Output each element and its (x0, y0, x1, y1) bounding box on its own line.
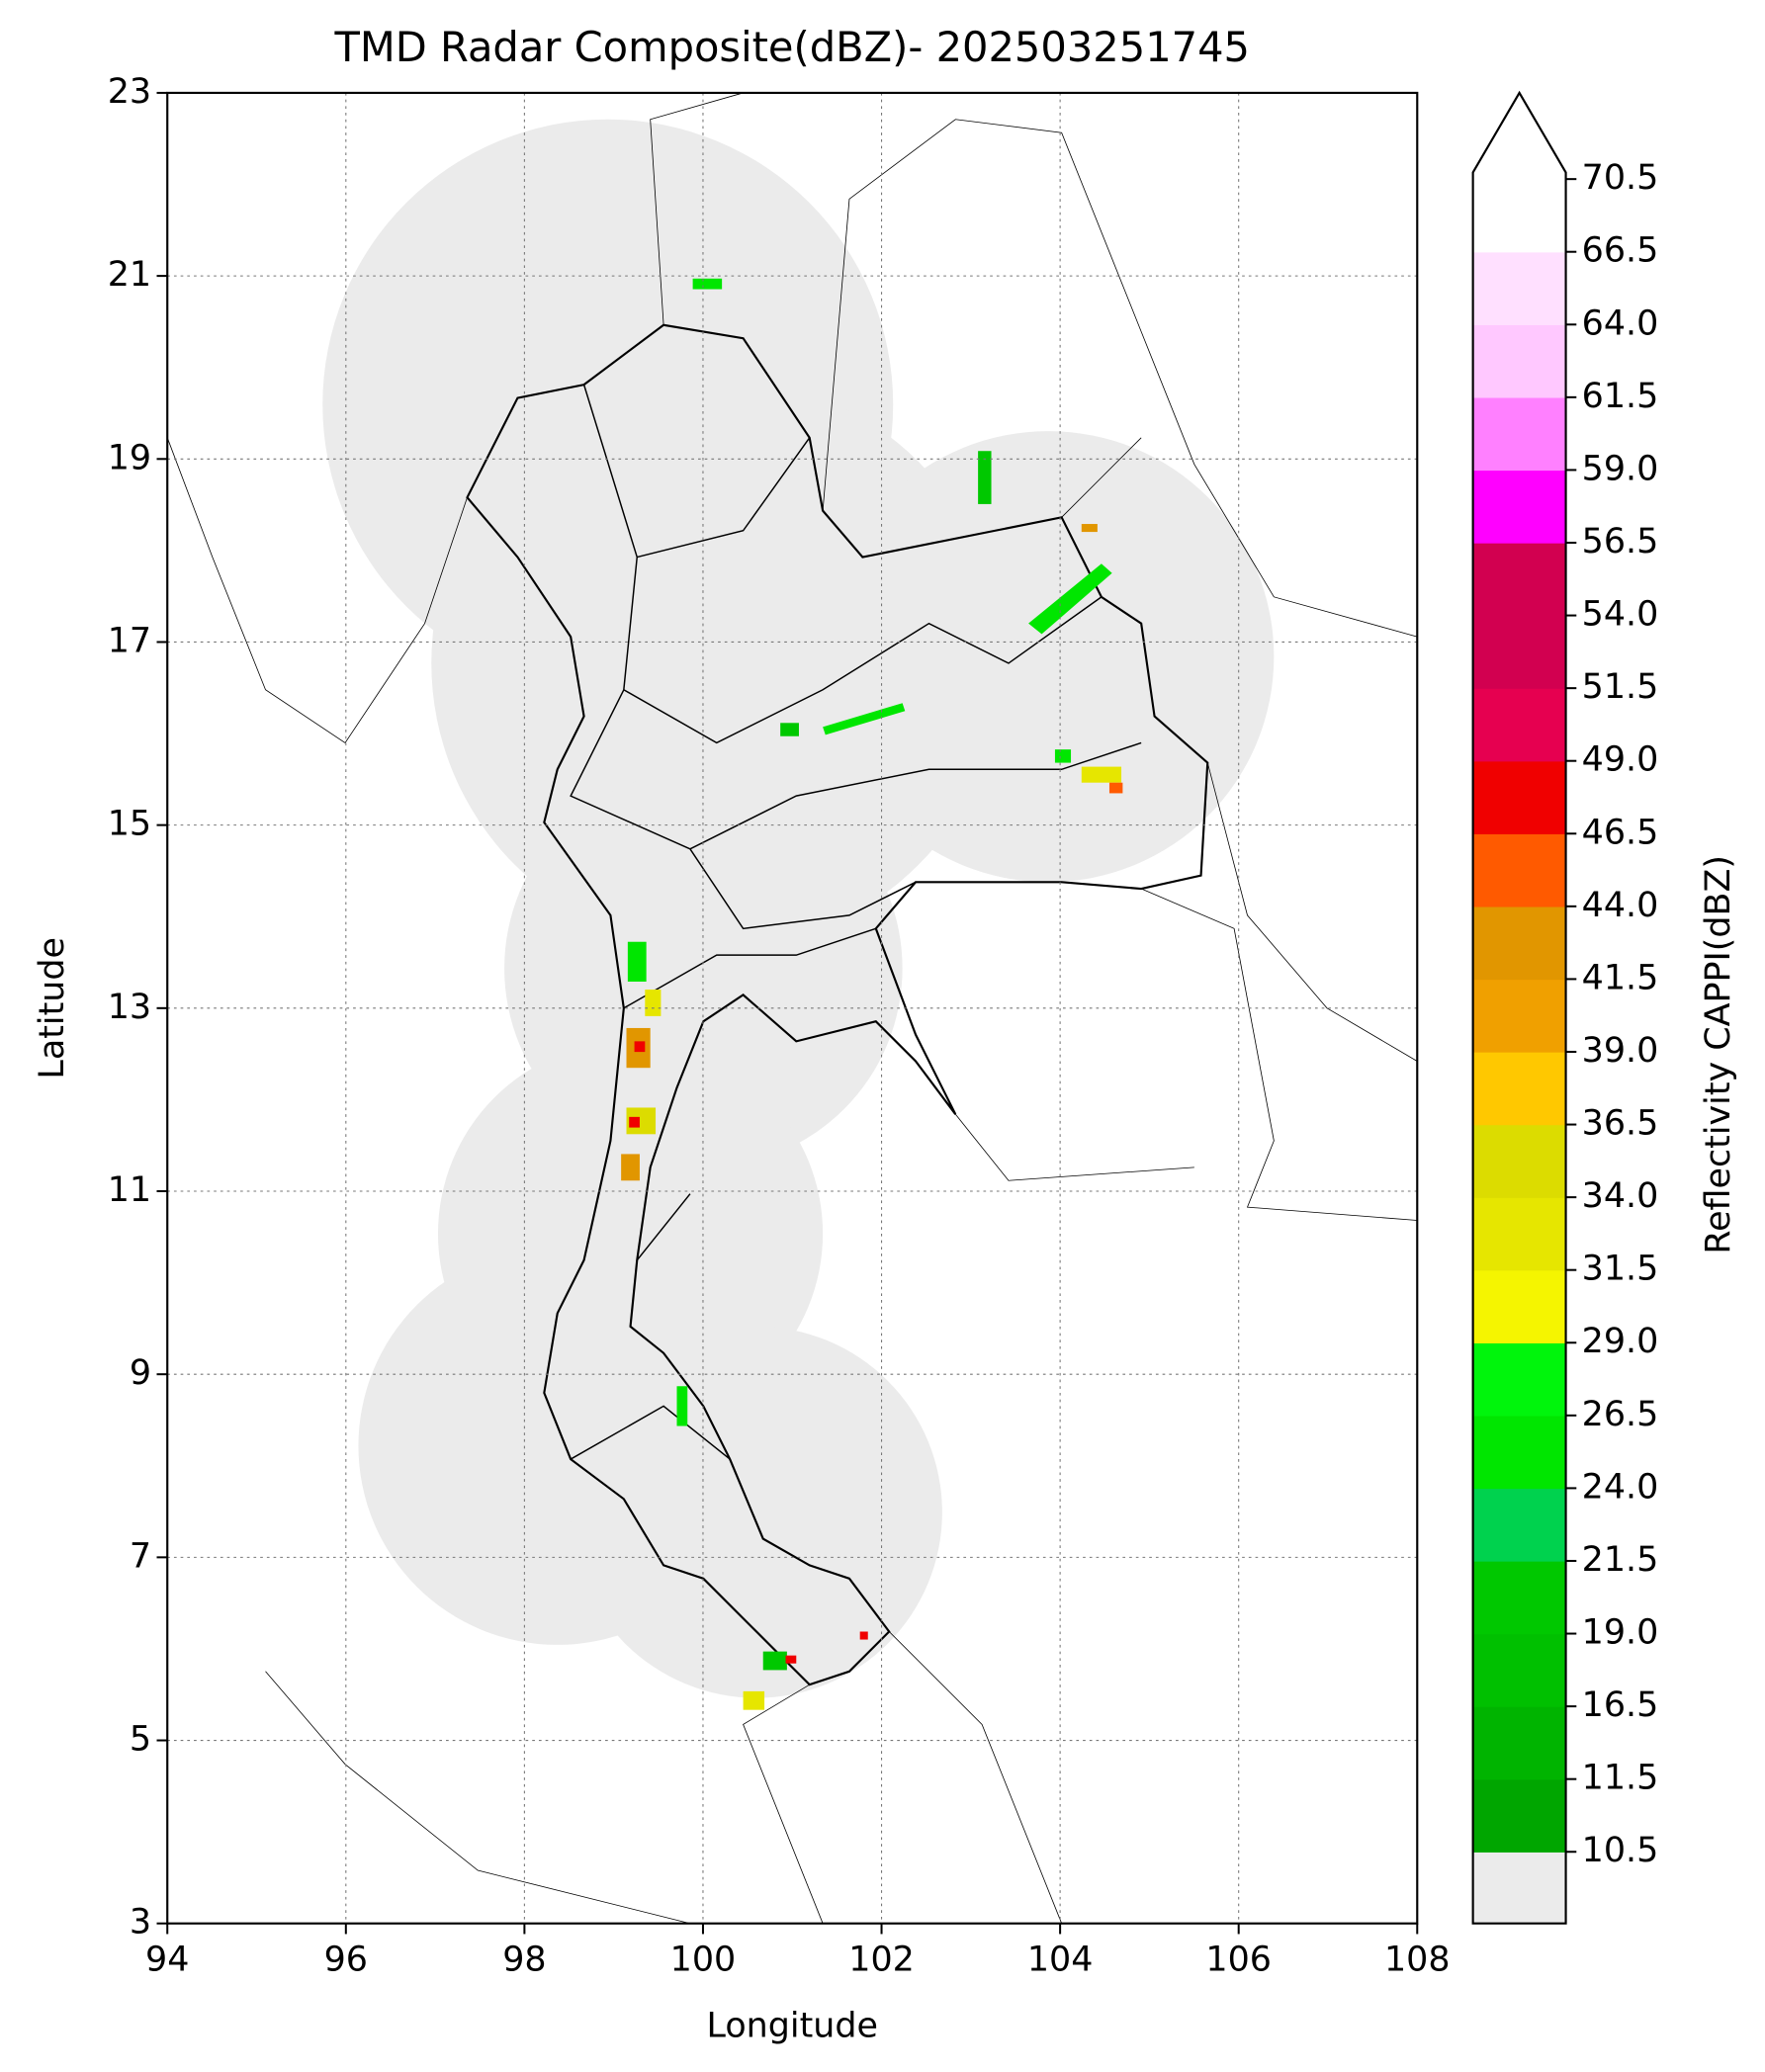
colorbar-tick-label: 54.0 (1582, 595, 1659, 635)
y-tick-label: 23 (108, 72, 151, 112)
y-tick-label: 15 (108, 805, 151, 844)
colorbar-tick-label: 31.5 (1582, 1250, 1659, 1289)
colorbar-frame (1471, 90, 1567, 1925)
colorbar-segment (1472, 1197, 1566, 1271)
colorbar-tick-label: 56.5 (1582, 522, 1659, 561)
colorbar-segment (1472, 396, 1566, 472)
colorbar-segment (1472, 906, 1566, 981)
colorbar-tick-label: 49.0 (1582, 740, 1659, 780)
colorbar-segment (1472, 1560, 1566, 1635)
colorbar-segment (1472, 1415, 1566, 1490)
colorbar-tick-label: 19.0 (1582, 1613, 1659, 1653)
x-tick-label: 94 (145, 1940, 189, 1979)
y-axis-label: Latitude (33, 937, 72, 1079)
y-tick-label: 5 (130, 1720, 151, 1760)
colorbar-segment (1472, 1124, 1566, 1198)
colorbar-segment (1472, 251, 1566, 325)
x-tick-label: 98 (502, 1940, 546, 1979)
x-tick-label: 106 (1205, 1940, 1272, 1979)
x-tick-label: 100 (670, 1940, 737, 1979)
x-tick-label: 104 (1027, 1940, 1094, 1979)
colorbar-segment (1472, 615, 1566, 689)
x-axis-label: Longitude (707, 2006, 878, 2045)
colorbar-tick-label: 70.5 (1582, 158, 1659, 198)
x-tick-label: 102 (848, 1940, 915, 1979)
colorbar-tick-label: 34.0 (1582, 1176, 1659, 1216)
colorbar-segment (1472, 979, 1566, 1053)
colorbar-segment (1472, 1778, 1566, 1853)
y-tick-label: 9 (130, 1353, 151, 1393)
colorbar-segment (1472, 833, 1566, 907)
colorbar-segment (1472, 760, 1566, 834)
colorbar-tick-label: 51.5 (1582, 667, 1659, 707)
colorbar-tick-label: 10.5 (1582, 1831, 1659, 1870)
map-title: TMD Radar Composite(dBZ)- 202503251745 (333, 23, 1250, 71)
borders (166, 92, 1418, 1925)
x-tick-label: 96 (324, 1940, 368, 1979)
colorbar-segment (1472, 688, 1566, 762)
colorbar-tick-label: 39.0 (1582, 1031, 1659, 1071)
y-tick-label: 21 (108, 255, 151, 295)
colorbar-segment (1472, 1706, 1566, 1780)
colorbar-segment (1472, 542, 1566, 617)
colorbar-segment (1472, 324, 1566, 398)
y-tick-label: 13 (108, 988, 151, 1027)
colorbar-under (1472, 1852, 1566, 1924)
colorbar-tick-label: 29.0 (1582, 1322, 1659, 1361)
colorbar-segment (1472, 1633, 1566, 1707)
colorbar-segment (1472, 179, 1566, 253)
echoes (621, 278, 1123, 1710)
colorbar-tick-label: 44.0 (1582, 886, 1659, 925)
coverage (322, 119, 1275, 1698)
colorbar-tick-label: 64.0 (1582, 303, 1659, 343)
colorbar-tick-label: 41.5 (1582, 958, 1659, 997)
y-tick-label: 17 (108, 621, 151, 660)
colorbar-segment (1472, 1051, 1566, 1126)
colorbar-tick-label: 66.5 (1582, 231, 1659, 271)
colorbar-tick-label: 26.5 (1582, 1395, 1659, 1434)
y-tick-label: 19 (108, 438, 151, 477)
colorbar-label: Reflectivity CAPPI(dBZ) (1699, 855, 1738, 1254)
x-tick-label: 108 (1384, 1940, 1451, 1979)
colorbar-tick-label: 61.5 (1582, 377, 1659, 416)
colorbar-segment (1472, 1342, 1566, 1417)
colorbar-tick-label: 16.5 (1582, 1685, 1659, 1725)
colorbar-tick-label: 11.5 (1582, 1759, 1659, 1798)
colorbar-tick-label: 36.5 (1582, 1104, 1659, 1144)
colorbar-segment (1472, 1269, 1566, 1343)
y-tick-label: 3 (130, 1903, 151, 1942)
colorbar-segment (1472, 470, 1566, 544)
colorbar-tick-label: 21.5 (1582, 1540, 1659, 1580)
y-tick-label: 11 (108, 1170, 151, 1210)
colorbar-tick-label: 24.0 (1582, 1467, 1659, 1507)
y-tick-label: 7 (130, 1536, 151, 1576)
colorbar-segment (1472, 1488, 1566, 1562)
colorbar-tick-label: 46.5 (1582, 813, 1659, 852)
colorbar-tick-label: 59.0 (1582, 449, 1659, 488)
